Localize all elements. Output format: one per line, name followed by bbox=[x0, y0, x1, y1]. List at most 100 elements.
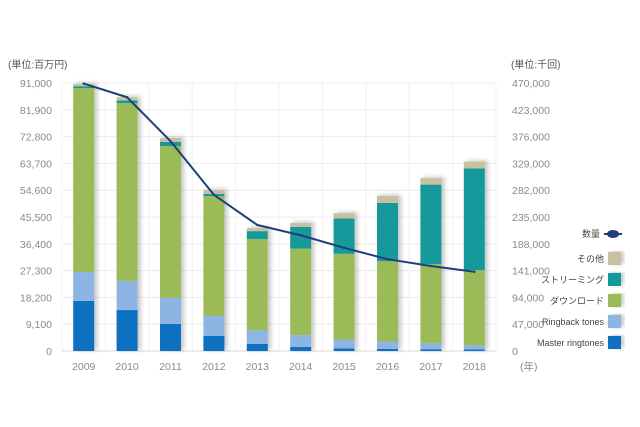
legend-label: Master ringtones bbox=[537, 338, 605, 348]
bar-segment bbox=[246, 227, 268, 232]
legend-swatch bbox=[608, 252, 621, 265]
legend-item: Master ringtones bbox=[537, 336, 621, 349]
left-tick-label: 27,300 bbox=[20, 266, 52, 278]
x-axis: 2009 2010 2011 2012 2013 2014 2015 2016 2017 2018 bbox=[72, 361, 486, 373]
bar-stack-2017 bbox=[420, 178, 442, 351]
right-tick-label: 423,000 bbox=[512, 105, 550, 117]
left-tick-label: 18,200 bbox=[20, 292, 52, 304]
left-tick-label: 36,400 bbox=[20, 239, 52, 251]
bar-segment bbox=[377, 341, 398, 349]
left-tick-label: 9,100 bbox=[26, 319, 52, 331]
legend-label: ストリーミング bbox=[541, 274, 604, 285]
legend-item: Ringback tones bbox=[542, 315, 621, 328]
bar-segment bbox=[246, 231, 268, 240]
legend-item-quantity: 数量 bbox=[582, 228, 622, 239]
bar-segment bbox=[246, 330, 268, 344]
legend-marker-icon bbox=[607, 230, 619, 238]
right-tick-label: 141,000 bbox=[512, 266, 550, 278]
legend-swatch bbox=[608, 336, 621, 349]
bar-segment bbox=[203, 189, 225, 195]
bar-stack-2018 bbox=[463, 161, 485, 351]
x-tick-label: 2016 bbox=[376, 361, 400, 373]
bar-segment bbox=[463, 168, 485, 271]
bar-segment bbox=[333, 218, 355, 254]
legend-swatch bbox=[608, 294, 621, 307]
bar-segment bbox=[333, 213, 355, 219]
x-tick-label: 2009 bbox=[72, 361, 96, 373]
line-point bbox=[169, 139, 172, 143]
line-point bbox=[299, 234, 302, 237]
right-tick-label: 0 bbox=[512, 346, 518, 358]
bar-segment bbox=[420, 264, 442, 344]
bar-stack-2014 bbox=[290, 222, 312, 351]
line-point bbox=[342, 246, 346, 249]
bar-segment bbox=[246, 343, 268, 351]
right-tick-label: 47,000 bbox=[512, 319, 544, 331]
bar-segment bbox=[290, 335, 312, 347]
bar-segment bbox=[420, 349, 442, 351]
right-tick-label: 235,000 bbox=[512, 212, 550, 224]
bar-segment bbox=[73, 86, 95, 89]
bar-segment bbox=[203, 196, 225, 316]
bar-segment bbox=[73, 300, 95, 351]
bar-segment bbox=[420, 178, 442, 185]
bar-stack-2016 bbox=[377, 195, 398, 351]
legend-label: ダウンロード bbox=[550, 295, 604, 306]
bar-stack-2012 bbox=[203, 189, 225, 351]
line-point bbox=[125, 96, 129, 99]
bar-segment bbox=[203, 335, 225, 351]
legend-label: その他 bbox=[577, 253, 604, 264]
bar-stack-2009 bbox=[73, 83, 95, 351]
right-axis: 0 47,000 94,000 141,000 188,000 235,000 282,00… bbox=[512, 78, 550, 358]
left-tick-label: 45,500 bbox=[20, 212, 52, 224]
x-tick-label: 2018 bbox=[463, 361, 487, 373]
legend-label: Ringback tones bbox=[542, 317, 605, 327]
bar-segment bbox=[290, 227, 312, 249]
bar-segment bbox=[116, 103, 138, 281]
bar-segment bbox=[333, 348, 355, 351]
left-tick-label: 91,000 bbox=[20, 78, 52, 90]
legend-item: ダウンロード bbox=[550, 294, 621, 307]
bar-segment bbox=[463, 345, 485, 350]
bar-segment bbox=[377, 261, 398, 342]
quantity-line bbox=[82, 82, 476, 273]
bar-stack-2013 bbox=[246, 227, 268, 351]
bar-segment bbox=[420, 343, 442, 350]
bar-segment bbox=[160, 141, 181, 147]
x-tick-label: 2011 bbox=[159, 361, 182, 373]
legend-label: 数量 bbox=[582, 228, 600, 239]
bar-segment bbox=[116, 280, 138, 311]
bar-segment bbox=[463, 270, 485, 346]
legend-swatch bbox=[608, 315, 621, 328]
line-point bbox=[386, 257, 389, 261]
right-tick-label: 376,000 bbox=[512, 132, 550, 144]
line-point bbox=[256, 223, 259, 227]
bars bbox=[73, 83, 485, 351]
bar-segment bbox=[333, 339, 355, 349]
bar-stack-2015 bbox=[333, 213, 355, 351]
x-tick-label: 2013 bbox=[246, 361, 270, 373]
line-point bbox=[473, 270, 476, 273]
bar-segment bbox=[420, 184, 442, 265]
bar-segment bbox=[333, 253, 355, 340]
line-point bbox=[82, 82, 85, 85]
right-tick-label: 329,000 bbox=[512, 158, 550, 170]
bar-segment bbox=[160, 297, 181, 324]
bar-segment bbox=[290, 248, 312, 336]
legend-swatch bbox=[608, 273, 621, 286]
left-tick-label: 63,700 bbox=[20, 158, 52, 170]
bar-segment bbox=[377, 348, 398, 351]
right-axis-unit-label: (単位:千回) bbox=[511, 58, 560, 71]
bar-segment bbox=[463, 349, 485, 351]
line-path bbox=[83, 82, 475, 273]
bar-stack-2011 bbox=[160, 138, 181, 351]
bar-stack-2010 bbox=[116, 97, 138, 351]
left-tick-label: 54,600 bbox=[20, 185, 52, 197]
bar-segment bbox=[290, 346, 312, 351]
bar-segment bbox=[246, 239, 268, 331]
legend-item: ストリーミング bbox=[541, 273, 621, 286]
bar-segment bbox=[377, 202, 398, 262]
left-axis: 0 9,100 18,200 27,300 36,400 45,500 54,600 63,7… bbox=[20, 78, 52, 358]
left-tick-label: 72,800 bbox=[20, 132, 52, 144]
